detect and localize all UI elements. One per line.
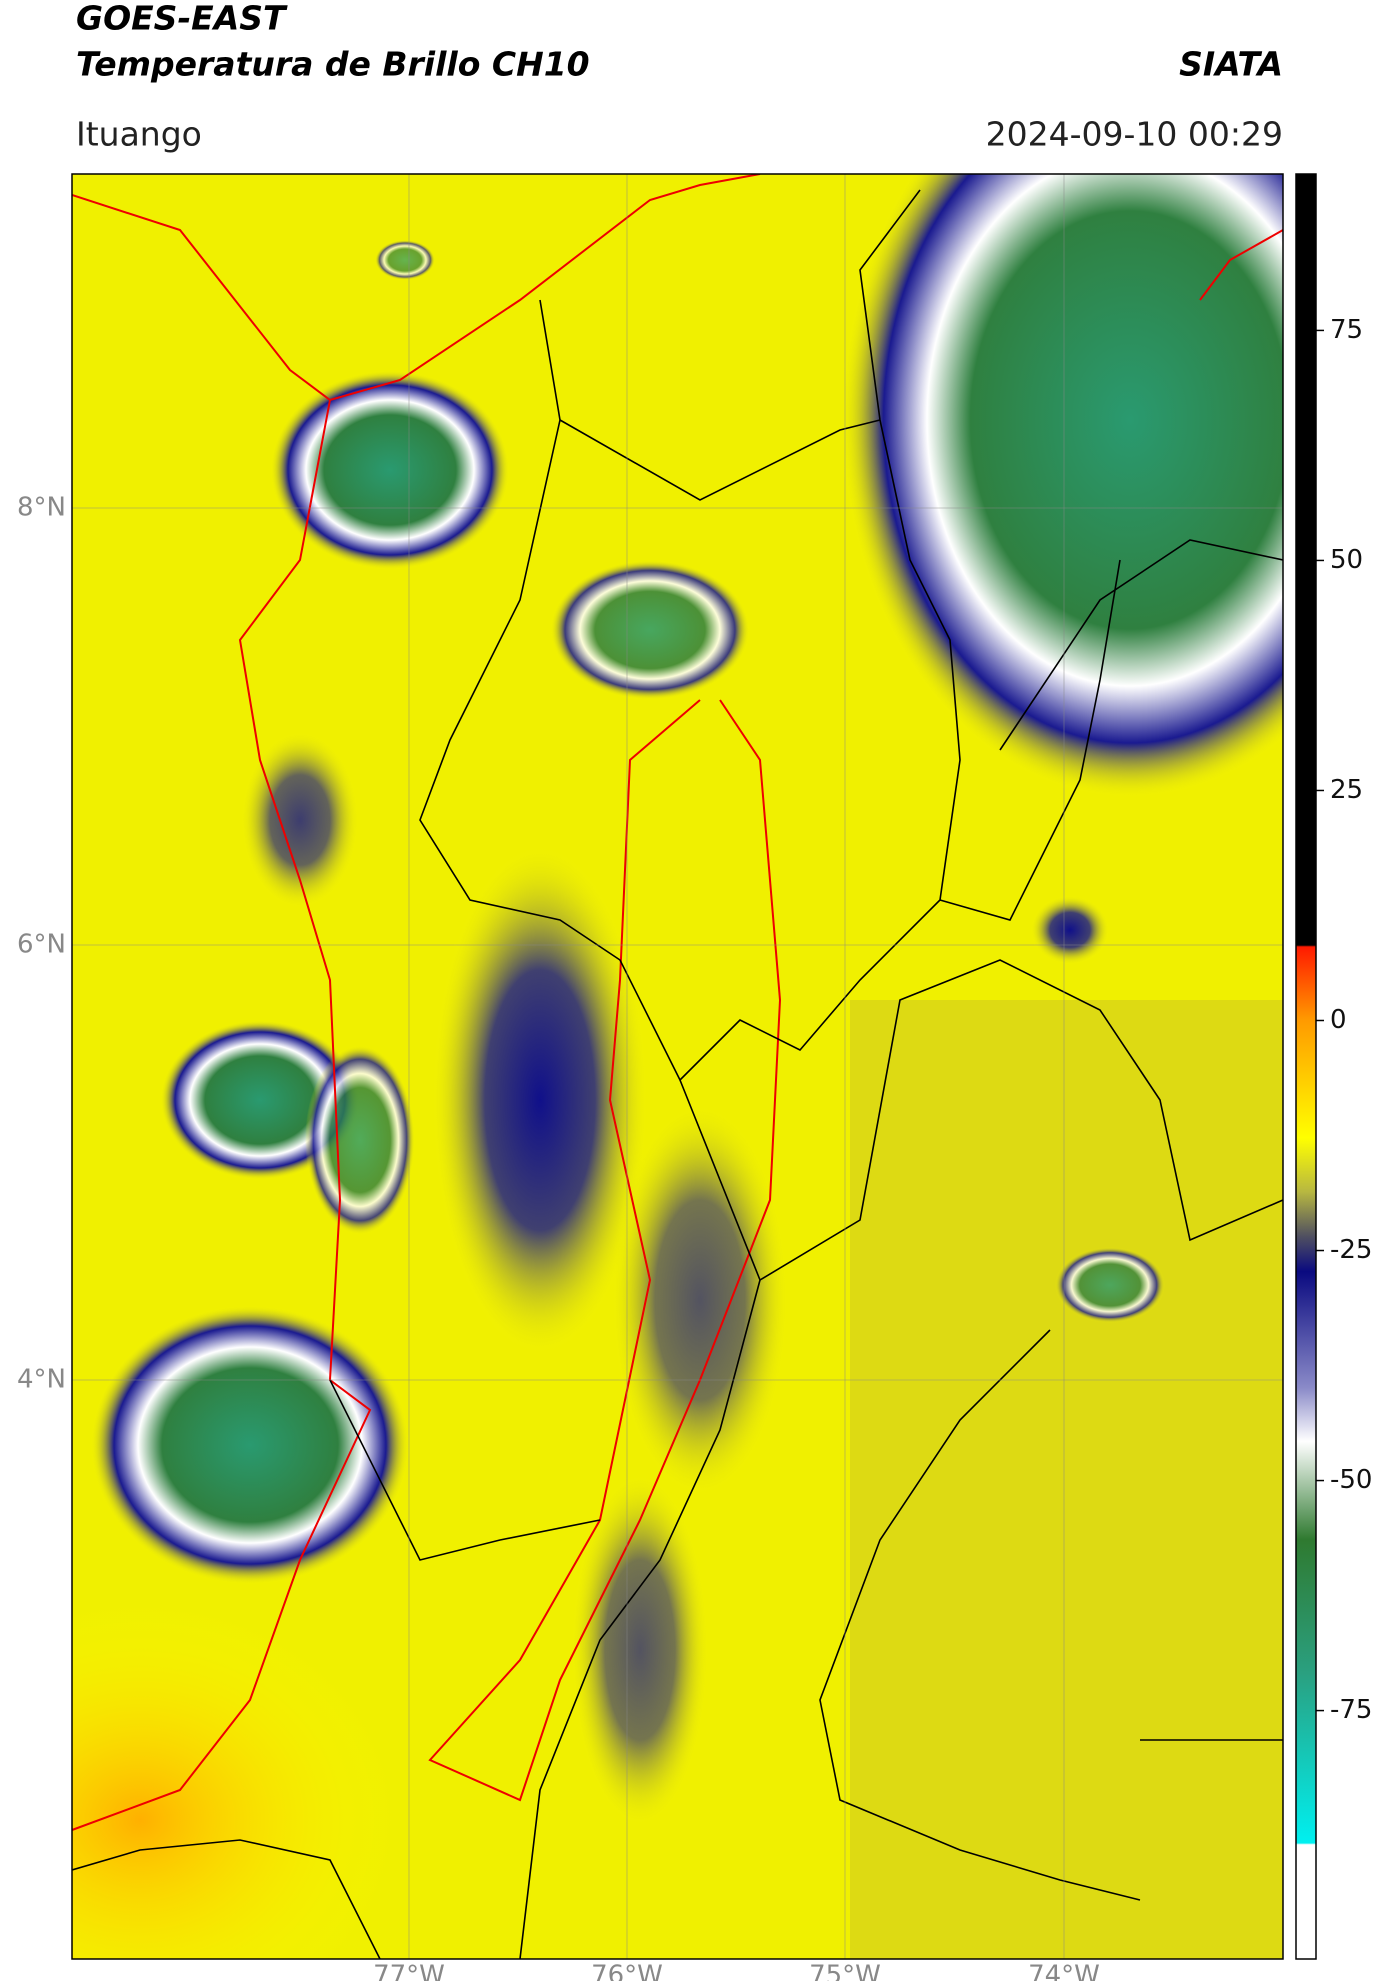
graticule (72, 174, 1283, 1959)
timestamp: 2024-09-10 00:29 (986, 115, 1283, 154)
colorbar-tick-label: -50 (1330, 1465, 1372, 1495)
lon-label: 74°W (1028, 1961, 1100, 1982)
colorbar-tick-label: -75 (1330, 1695, 1372, 1725)
map-image (72, 174, 1283, 1959)
source: SIATA (1179, 45, 1283, 84)
lon-label: 75°W (809, 1961, 881, 1982)
lat-label: 6°N (17, 930, 66, 960)
subtitle: Temperatura de Brillo CH10 (76, 45, 590, 84)
colorbar-tick-label: -25 (1330, 1235, 1372, 1265)
location: Ituango (76, 115, 202, 154)
map-frame (71, 173, 1284, 1960)
colorbar-tick-label: 25 (1330, 775, 1363, 805)
lon-label: 77°W (373, 1961, 445, 1982)
lat-label: 8°N (17, 493, 66, 523)
lat-label: 4°N (17, 1365, 66, 1395)
colorbar-tick-label: 50 (1330, 545, 1363, 575)
title: GOES-EAST (76, 0, 288, 38)
colorbar (1295, 173, 1317, 1960)
lon-label: 76°W (591, 1961, 663, 1982)
colorbar-tick-label: 0 (1330, 1005, 1347, 1035)
colorbar-tick-label: 75 (1330, 315, 1363, 345)
